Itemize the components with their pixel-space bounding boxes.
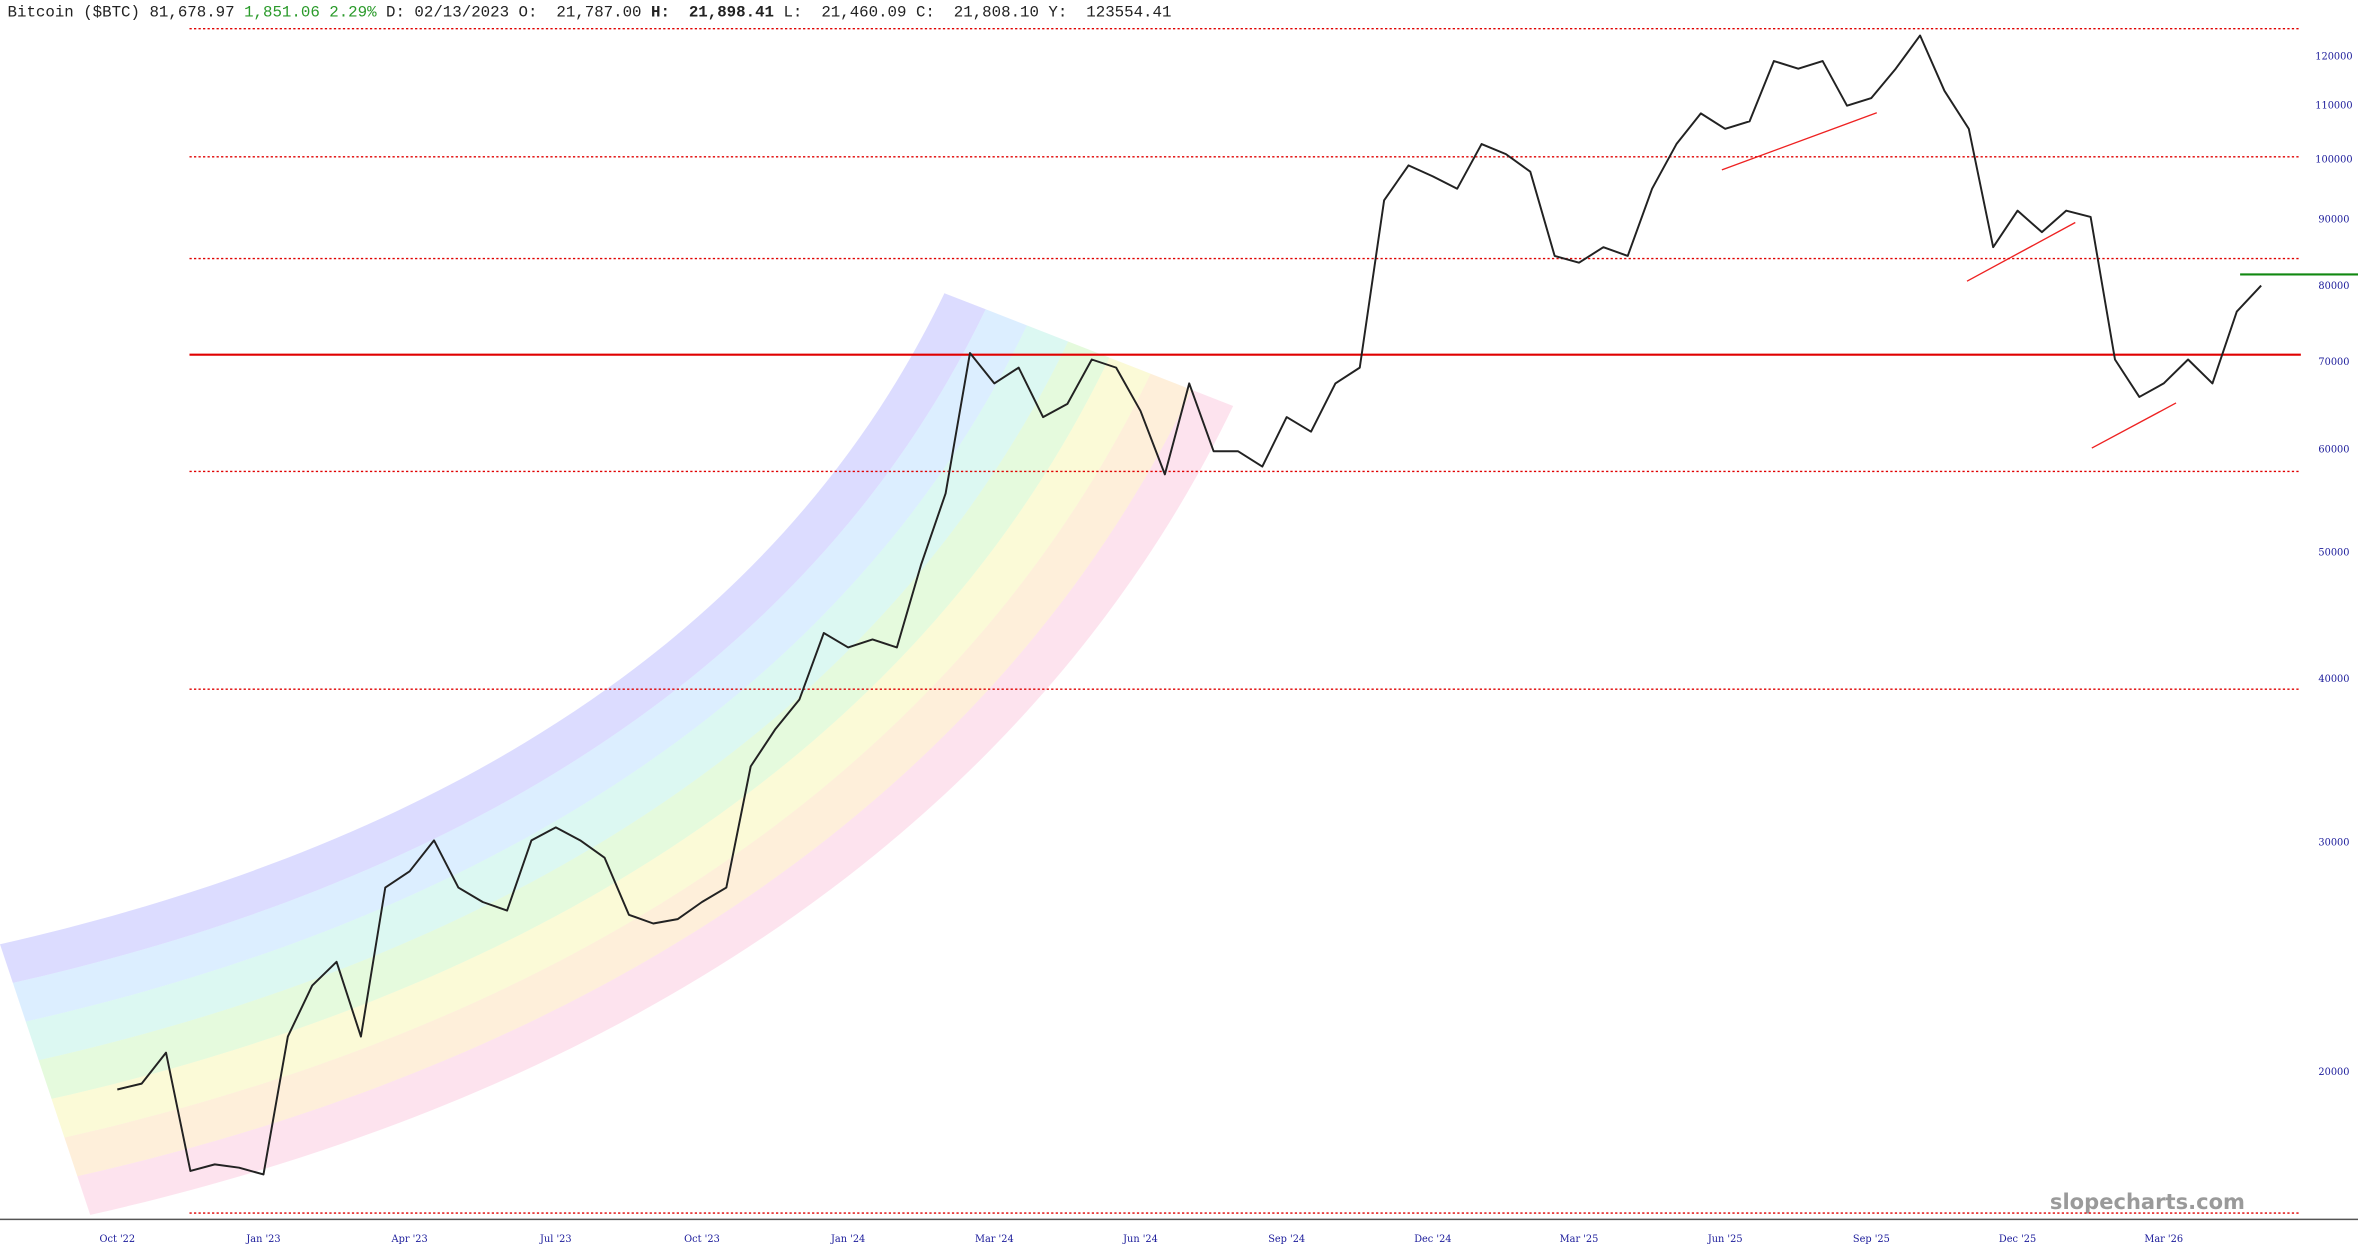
x-tick-label: Oct '23 <box>684 1234 720 1245</box>
close-label: C: <box>916 4 935 22</box>
last-price: 81,678.97 <box>149 4 234 22</box>
y-tick-label: 40000 <box>2318 674 2349 685</box>
low-label: L: <box>783 4 802 22</box>
x-tick-label: Jan '23 <box>245 1234 280 1245</box>
y-tick-label: 30000 <box>2318 837 2349 848</box>
y-label: Y: <box>1048 4 1067 22</box>
change: 1,851.06 <box>244 4 320 22</box>
x-tick-label: Mar '25 <box>1560 1234 1599 1245</box>
x-tick-label: Jan '24 <box>830 1234 865 1245</box>
change-pct: 2.29% <box>329 4 377 22</box>
trend-line <box>2091 402 2177 449</box>
y-tick-label: 50000 <box>2318 548 2349 559</box>
x-tick-label: Oct '22 <box>99 1234 135 1245</box>
y-tick-label: 120000 <box>2315 51 2352 62</box>
high: 21,898.41 <box>689 4 774 22</box>
x-tick-label: Mar '24 <box>975 1234 1014 1245</box>
open-label: O: <box>519 4 538 22</box>
x-tick-label: Dec '25 <box>1999 1234 2036 1245</box>
y-value: 123554.41 <box>1086 4 1171 22</box>
x-tick-label: Jun '24 <box>1122 1234 1158 1245</box>
trend-line <box>1966 221 2076 282</box>
x-tick-label: Mar '26 <box>2144 1234 2183 1245</box>
y-tick-label: 90000 <box>2318 214 2349 225</box>
y-tick-label: 20000 <box>2318 1067 2349 1078</box>
y-tick-label: 110000 <box>2315 101 2352 112</box>
trend-lines <box>1721 112 2177 449</box>
x-tick-label: Jun '25 <box>1707 1234 1743 1245</box>
y-tick-label: 70000 <box>2318 357 2349 368</box>
y-tick-label: 80000 <box>2318 281 2349 292</box>
x-tick-label: Jul '23 <box>539 1234 572 1245</box>
date-label: D: <box>386 4 405 22</box>
y-tick-label: 100000 <box>2315 155 2352 166</box>
price-line <box>117 34 2262 1176</box>
x-tick-label: Sep '24 <box>1268 1234 1305 1245</box>
date: 02/13/2023 <box>414 4 509 22</box>
x-tick-label: Sep '25 <box>1853 1234 1890 1245</box>
x-tick-label: Apr '23 <box>391 1234 428 1245</box>
symbol-name: Bitcoin ($BTC) <box>8 4 140 22</box>
low: 21,460.09 <box>821 4 906 22</box>
trend-line <box>1721 112 1878 171</box>
x-tick-label: Dec '24 <box>1414 1234 1451 1245</box>
close: 21,808.10 <box>954 4 1039 22</box>
y-tick-label: 60000 <box>2318 444 2349 455</box>
open: 21,787.00 <box>556 4 641 22</box>
watermark: slopecharts.com <box>2050 1189 2245 1214</box>
header: Bitcoin ($BTC) 81,678.97 1,851.06 2.29% … <box>8 4 1172 22</box>
rainbow-bands <box>0 293 1234 1215</box>
high-label: H: <box>651 4 670 22</box>
